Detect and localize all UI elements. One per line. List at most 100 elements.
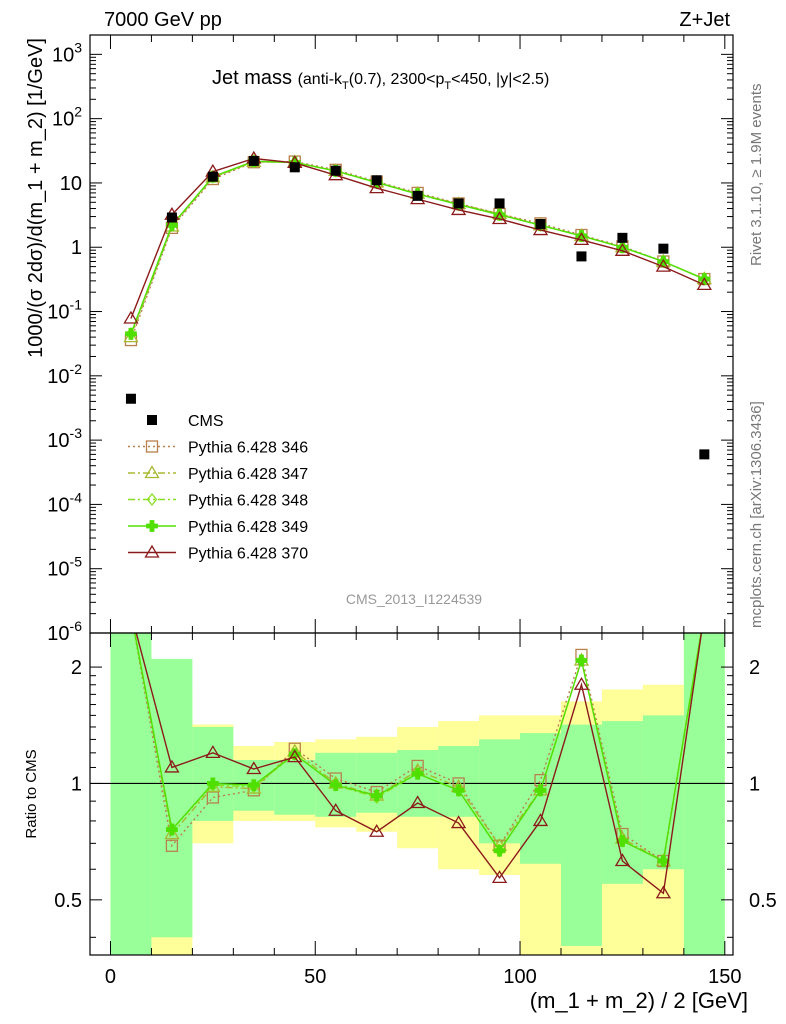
ratio-point xyxy=(410,795,426,809)
band-green-bin xyxy=(151,658,193,938)
cms-data-point xyxy=(166,212,177,223)
x-tick-label: 100 xyxy=(503,966,536,988)
series-point xyxy=(125,327,137,340)
series-point xyxy=(614,243,631,256)
cms-data-point xyxy=(371,175,382,186)
series-point xyxy=(575,230,588,242)
series-point xyxy=(369,180,385,194)
ratio-lines xyxy=(133,633,703,899)
legend-marker-cms xyxy=(147,415,157,425)
y-tick-label: 103 xyxy=(52,39,82,66)
lower-frame xyxy=(89,632,734,956)
main-lines xyxy=(123,150,712,460)
band-green-bin xyxy=(642,715,684,870)
y-tick-label: 10-3 xyxy=(47,425,82,452)
ratio-point xyxy=(657,855,670,867)
series-point xyxy=(166,219,178,232)
cms-data-point xyxy=(576,251,587,262)
ratio-tick-label-right: 0.5 xyxy=(749,890,777,912)
cms-data-point xyxy=(494,198,505,209)
ratio-point xyxy=(532,813,549,827)
ratio-point xyxy=(166,823,178,836)
legend-label: Pythia 6.428 348 xyxy=(188,493,308,510)
series-point xyxy=(491,211,508,225)
band-green-bin xyxy=(110,633,152,955)
ratio-point xyxy=(164,759,180,773)
x-axis-label: (m_1 + m_2) / 2 [GeV] xyxy=(530,988,748,1013)
series-point xyxy=(696,277,712,290)
band-green-bin xyxy=(560,724,602,946)
ratio-point xyxy=(452,784,465,797)
cms-data-point xyxy=(412,190,423,201)
ratio-point xyxy=(491,870,508,883)
ratio-point xyxy=(369,823,385,837)
ratio-tick-label: 1 xyxy=(71,773,82,795)
ratio-point xyxy=(614,853,631,867)
y-tick-label: 10-5 xyxy=(47,554,82,581)
ratio-point xyxy=(247,779,260,792)
ratio-tick-label: 0.5 xyxy=(54,890,82,912)
ratio-series-line xyxy=(135,633,703,895)
ratio-point xyxy=(165,839,179,852)
ratio-point xyxy=(573,676,590,690)
x-tick-label: 50 xyxy=(304,966,326,988)
y-axis-label: 1000/(σ 2dσ)/d(m_1 + m_2) [1/GeV] xyxy=(25,38,47,358)
y-tick-label: 10-2 xyxy=(47,361,82,388)
legend-label: Pythia 6.428 346 xyxy=(188,440,308,457)
legend-marker xyxy=(144,544,160,558)
cms-data-point xyxy=(207,171,218,182)
ratio-point xyxy=(287,749,303,763)
ratio-point xyxy=(329,779,342,792)
ratio-point xyxy=(493,844,506,857)
ratio-point xyxy=(450,815,467,829)
series-point xyxy=(573,232,590,246)
y-tick-label: 10-4 xyxy=(47,489,82,516)
legend-marker xyxy=(144,465,160,479)
band-green-bin xyxy=(520,733,561,864)
analysis-watermark: CMS_2013_I1224539 xyxy=(346,591,482,607)
series-point xyxy=(655,258,672,272)
series-point xyxy=(616,241,629,254)
ratio-point xyxy=(328,802,344,816)
ratio-tick-label: 2 xyxy=(71,657,82,679)
ratio-point xyxy=(411,767,424,780)
cms-data-point xyxy=(535,218,546,229)
ratio-point xyxy=(206,777,219,790)
y-tick-label: 10-6 xyxy=(47,618,82,645)
header-right: Z+Jet xyxy=(679,9,730,31)
ratio-axis-label: Ratio to CMS xyxy=(23,749,40,838)
ratio-tick-label-right: 1 xyxy=(749,773,760,795)
legend-marker xyxy=(145,440,159,453)
legend-label: Pythia 6.428 370 xyxy=(188,546,308,563)
cms-data-point xyxy=(248,155,259,166)
y-tick-label: 10 xyxy=(60,173,82,195)
series-point xyxy=(532,222,549,236)
cms-data-point xyxy=(125,393,136,404)
ratio-point xyxy=(164,826,180,840)
header-left: 7000 GeV pp xyxy=(104,9,222,31)
series-point xyxy=(123,310,139,324)
legend: CMS Pythia 6.428 346 Pythia 6.428 347 Pythi… xyxy=(128,413,308,563)
legend-marker xyxy=(146,520,158,532)
y-tick-label: 10-1 xyxy=(47,297,82,324)
ratio-point xyxy=(370,789,383,802)
x-tick-label: 0 xyxy=(105,966,116,988)
ratio-tick-label-right: 2 xyxy=(749,657,760,679)
ratio-point xyxy=(655,885,672,899)
cms-data-point xyxy=(658,243,669,254)
ratio-point xyxy=(205,745,221,758)
series-point xyxy=(493,208,506,221)
band-green-bin xyxy=(274,759,316,815)
ratio-point xyxy=(575,654,588,667)
ratio-point xyxy=(534,784,547,797)
band-green-bin xyxy=(479,739,521,844)
x-tick-label: 150 xyxy=(708,966,741,988)
ratio-point xyxy=(246,761,262,775)
labels: Jet mass (anti-kT(0.7), 2300<pT<450, |y|… xyxy=(23,38,748,1013)
cms-data-point xyxy=(699,449,710,460)
legend-marker xyxy=(146,492,158,507)
plot-title: Jet mass (anti-kT(0.7), 2300<pT<450, |y|… xyxy=(212,67,549,92)
cms-data-point xyxy=(289,162,300,173)
